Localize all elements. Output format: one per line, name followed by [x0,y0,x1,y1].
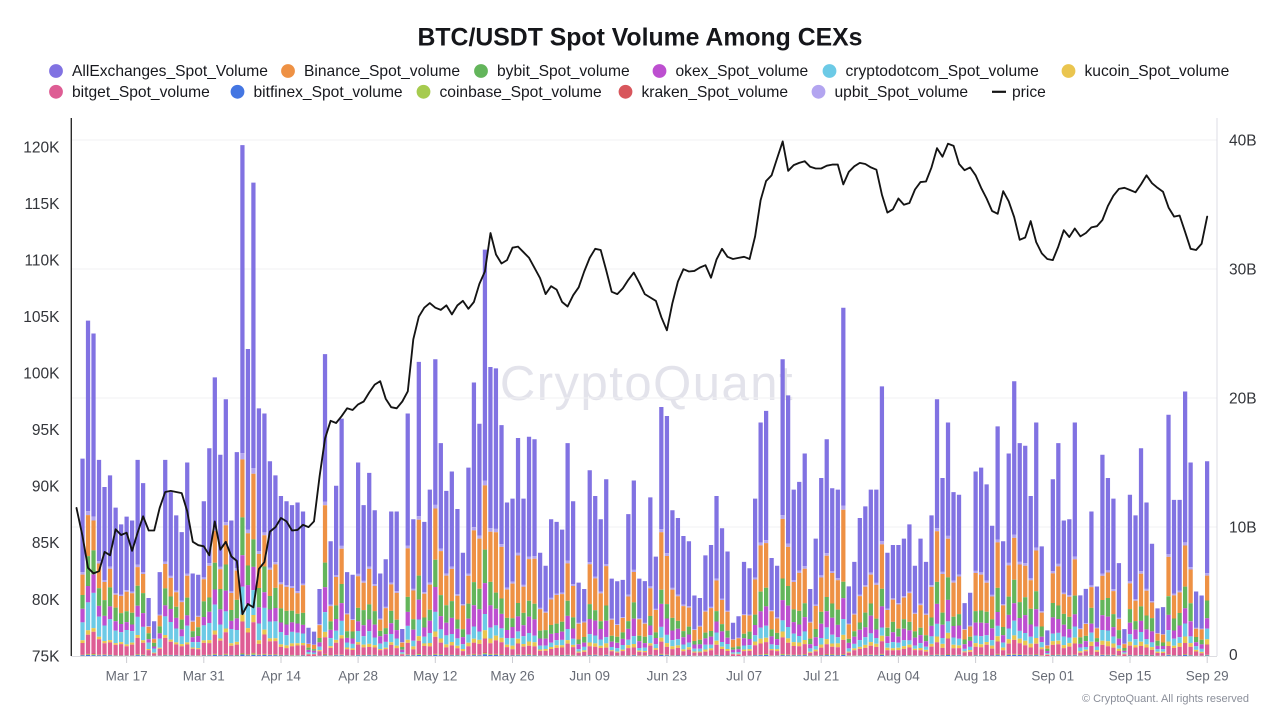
svg-text:bitget_Spot_volume: bitget_Spot_volume [72,84,210,101]
svg-text:110K: 110K [24,252,60,269]
svg-text:May 12: May 12 [413,669,457,684]
svg-text:Jul 21: Jul 21 [803,669,839,684]
svg-text:bitfinex_Spot_volume: bitfinex_Spot_volume [254,84,403,101]
svg-text:Binance_Spot_volume: Binance_Spot_volume [304,63,460,80]
svg-text:AllExchanges_Spot_Volume: AllExchanges_Spot_Volume [72,63,268,80]
svg-text:May 26: May 26 [490,669,534,684]
svg-text:40B: 40B [1229,132,1257,149]
svg-text:Jun 09: Jun 09 [569,669,610,684]
svg-text:Mar 17: Mar 17 [106,669,148,684]
svg-text:95K: 95K [32,422,60,439]
svg-text:okex_Spot_volume: okex_Spot_volume [676,63,809,80]
svg-text:115K: 115K [24,196,60,213]
svg-text:© CryptoQuant. All rights rese: © CryptoQuant. All rights reserved [1082,693,1249,705]
svg-text:Aug 18: Aug 18 [954,669,997,684]
svg-text:Aug 04: Aug 04 [877,669,920,684]
svg-text:85K: 85K [32,535,60,552]
svg-text:Jun 23: Jun 23 [647,669,688,684]
svg-text:Sep 01: Sep 01 [1031,669,1074,684]
svg-text:30B: 30B [1229,261,1257,278]
svg-text:Sep 15: Sep 15 [1109,669,1152,684]
svg-text:10B: 10B [1229,519,1257,536]
svg-text:80K: 80K [32,592,60,609]
svg-text:100K: 100K [23,366,60,383]
svg-text:upbit_Spot_volume: upbit_Spot_volume [835,84,969,101]
svg-text:Apr 28: Apr 28 [338,669,378,684]
svg-text:105K: 105K [23,309,60,326]
svg-text:BTC/USDT Spot Volume Among CEX: BTC/USDT Spot Volume Among CEXs [418,25,863,52]
svg-text:coinbase_Spot_volume: coinbase_Spot_volume [440,84,602,101]
svg-text:Apr 14: Apr 14 [261,669,301,684]
svg-text:75K: 75K [32,648,60,665]
svg-text:Jul 07: Jul 07 [726,669,762,684]
svg-text:90K: 90K [32,479,60,496]
svg-text:Sep 29: Sep 29 [1186,669,1229,684]
svg-text:bybit_Spot_volume: bybit_Spot_volume [497,63,630,80]
svg-text:price: price [1012,84,1046,101]
svg-text:kucoin_Spot_volume: kucoin_Spot_volume [1085,63,1230,80]
svg-text:cryptodotcom_Spot_volume: cryptodotcom_Spot_volume [846,63,1039,80]
svg-text:0: 0 [1229,647,1238,664]
svg-text:120K: 120K [23,139,60,156]
svg-text:20B: 20B [1229,390,1257,407]
svg-text:CryptoQuant: CryptoQuant [500,357,794,411]
svg-text:kraken_Spot_volume: kraken_Spot_volume [642,84,789,101]
svg-text:Mar 31: Mar 31 [183,669,225,684]
